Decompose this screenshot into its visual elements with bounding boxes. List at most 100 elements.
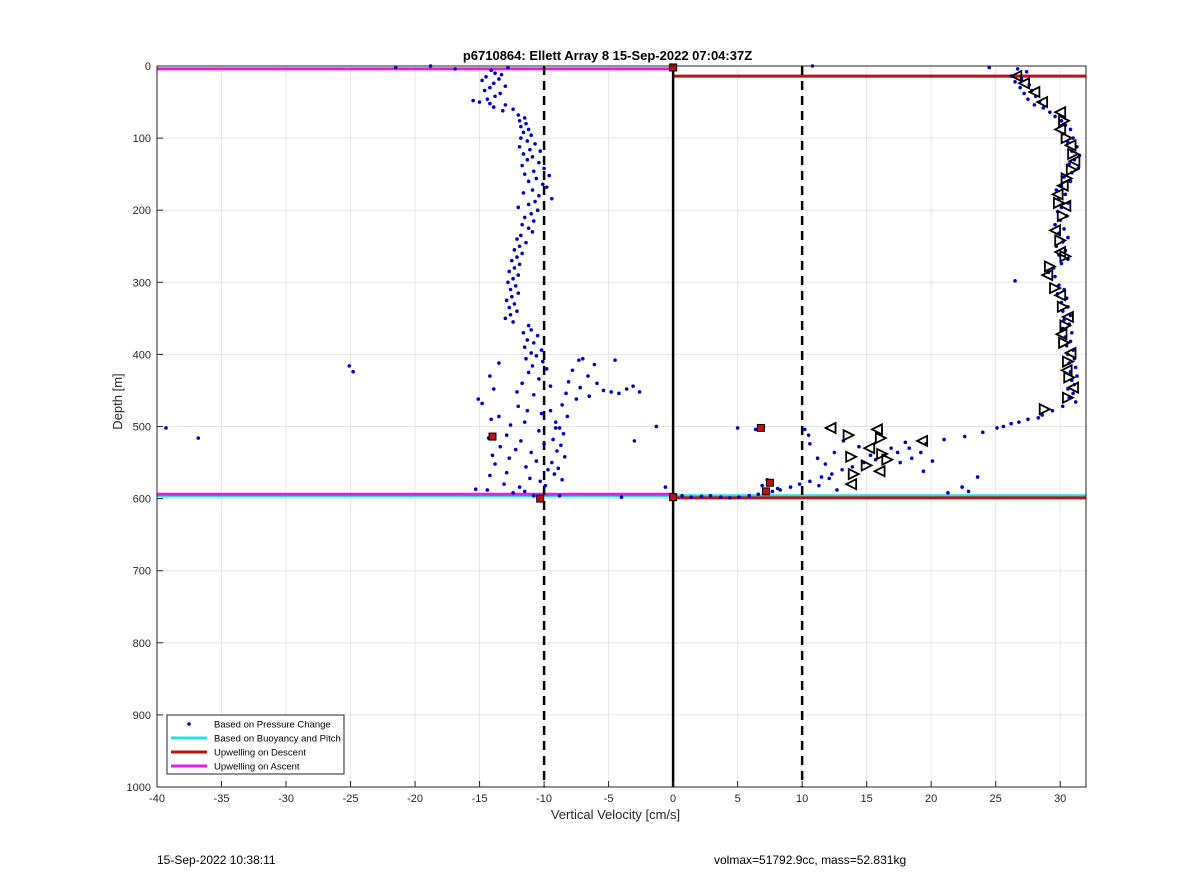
pressure-change-point xyxy=(515,309,519,313)
pressure-change-point xyxy=(485,97,490,101)
triangle-marker xyxy=(874,431,888,445)
y-tick-label: 400 xyxy=(133,349,151,361)
pressure-change-point xyxy=(490,453,495,458)
pressure-change-point xyxy=(850,465,855,469)
pressure-change-point xyxy=(526,179,531,184)
pressure-change-point xyxy=(808,442,812,446)
triangle-marker xyxy=(1060,310,1074,324)
pressure-change-point xyxy=(544,185,549,189)
pressure-change-point xyxy=(488,101,492,106)
triangle-marker xyxy=(1058,336,1072,350)
pressure-change-point xyxy=(491,81,496,86)
pressure-change-point xyxy=(516,273,521,277)
pressure-change-point xyxy=(560,403,564,407)
pressure-change-point xyxy=(1063,192,1068,197)
pressure-change-point xyxy=(817,483,821,488)
x-tick-label: -15 xyxy=(472,793,488,805)
pressure-change-point xyxy=(476,397,481,401)
pressure-change-point xyxy=(553,426,558,430)
pressure-change-point xyxy=(516,291,521,295)
pressure-change-point xyxy=(1053,274,1057,279)
pressure-change-point xyxy=(196,436,201,440)
triangle-marker xyxy=(1053,196,1066,210)
triangle-marker xyxy=(1059,319,1073,333)
pressure-change-point xyxy=(570,368,575,373)
pressure-change-point xyxy=(565,414,570,419)
pressure-change-point xyxy=(797,482,802,486)
pressure-change-point xyxy=(832,450,837,455)
triangle-marker xyxy=(1060,131,1074,145)
pressure-change-point xyxy=(493,94,497,99)
markers xyxy=(488,63,1081,503)
pressure-change-point xyxy=(910,456,914,461)
x-tick-label: -35 xyxy=(214,793,230,805)
pressure-change-point xyxy=(770,489,775,494)
pressure-change-point xyxy=(1026,97,1030,101)
legend: Based on Pressure Change Based on Buoyanc… xyxy=(166,714,345,775)
x-tick-label: -10 xyxy=(536,793,552,805)
pressure-change-point xyxy=(534,176,539,181)
pressure-change-point xyxy=(613,358,617,362)
pressure-change-point xyxy=(548,384,553,388)
x-tick-label: 5 xyxy=(735,793,741,805)
pressure-change-point xyxy=(513,447,518,452)
pressure-change-point xyxy=(537,377,541,381)
pressure-change-point xyxy=(515,390,519,394)
pressure-change-point xyxy=(556,466,561,471)
triangle-marker xyxy=(1017,76,1030,90)
pressure-change-point xyxy=(550,460,554,465)
pressure-change-point xyxy=(499,72,504,77)
pressure-change-point xyxy=(485,488,490,492)
pressure-change-point xyxy=(624,387,629,391)
pressure-change-point xyxy=(516,113,521,117)
triangle-marker xyxy=(1063,138,1077,152)
pressure-change-point xyxy=(522,215,527,220)
pressure-change-point xyxy=(539,411,544,416)
pressure-change-point xyxy=(506,65,510,70)
pressure-change-point xyxy=(471,98,475,103)
pressure-change-point xyxy=(680,493,684,498)
pressure-change-point xyxy=(539,348,544,352)
pressure-change-point xyxy=(830,472,834,476)
pressure-change-point xyxy=(1024,69,1029,74)
pressure-change-point xyxy=(453,67,457,71)
pressure-change-point xyxy=(482,88,487,93)
red-marker xyxy=(756,423,765,432)
pressure-change-point xyxy=(551,437,555,442)
pressure-change-point xyxy=(1013,80,1017,84)
pressure-change-point xyxy=(1041,106,1046,110)
pressure-change-point xyxy=(561,431,566,436)
pressure-change-point xyxy=(737,495,741,499)
pressure-change-point xyxy=(559,443,563,448)
pressure-change-point xyxy=(540,182,545,187)
triangle-marker xyxy=(1065,163,1079,177)
pressure-change-point xyxy=(728,496,732,500)
pressure-change-point xyxy=(525,139,530,143)
pressure-change-point xyxy=(522,345,527,349)
pressure-change-point xyxy=(512,302,517,306)
pressure-change-point xyxy=(895,450,900,455)
pressure-change-point xyxy=(1066,235,1070,240)
pressure-change-point xyxy=(510,258,514,263)
horizontal-lines xyxy=(157,67,1086,500)
pressure-change-point xyxy=(525,157,530,162)
x-axis-label: Vertical Velocity [cm/s] xyxy=(551,807,680,822)
pressure-change-point xyxy=(819,475,824,479)
pressure-change-point xyxy=(540,359,545,364)
pressure-change-point xyxy=(942,437,946,442)
pressure-change-point xyxy=(966,489,971,494)
pressure-change-point xyxy=(975,475,980,479)
pressure-change-point xyxy=(564,391,568,396)
pressure-change-point xyxy=(512,266,517,270)
pressure-change-point xyxy=(962,434,967,439)
pressure-change-point xyxy=(529,351,533,355)
pressure-change-point xyxy=(1070,330,1074,335)
triangle-marker xyxy=(1040,268,1054,282)
pressure-change-point xyxy=(534,459,539,463)
pressure-change-point xyxy=(530,364,535,368)
pressure-change-point xyxy=(1054,188,1059,192)
triangle-marker xyxy=(1043,259,1057,273)
pressure-change-point xyxy=(512,248,517,252)
pressure-change-point xyxy=(520,251,524,256)
